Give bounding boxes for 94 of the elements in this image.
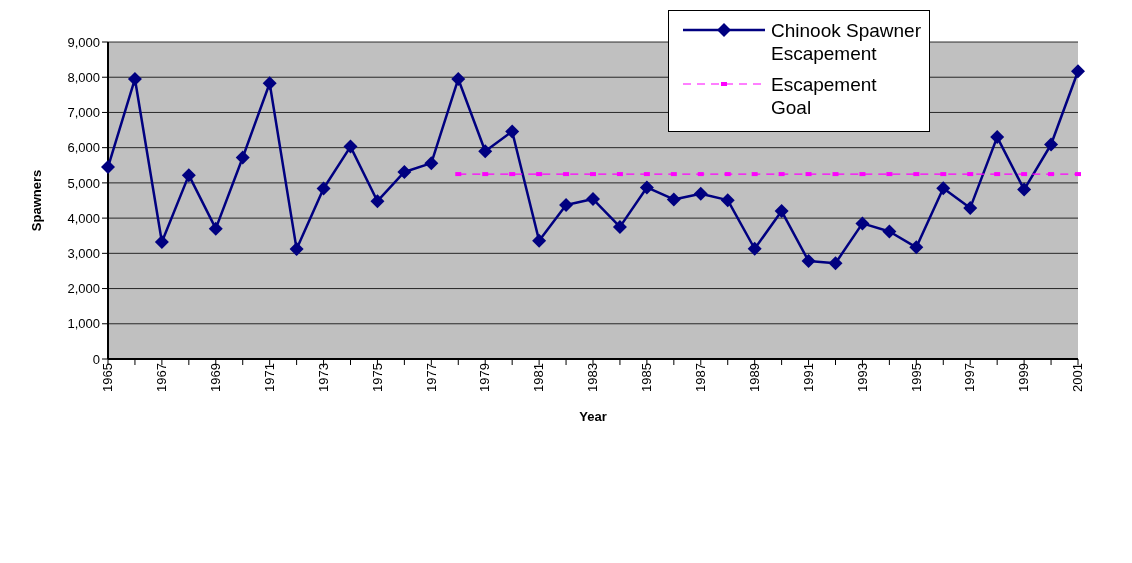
point [994,172,1001,177]
y-tick-label: 5,000 [67,175,100,191]
point [559,198,574,213]
point [913,172,920,177]
point [370,194,385,209]
x-tick-label: 1989 [746,363,762,392]
point [451,71,466,86]
point [940,172,947,177]
point [774,204,789,219]
x-tick-label: 1993 [854,363,870,392]
point [590,172,596,177]
point [963,200,978,215]
point [536,172,543,177]
point [1044,137,1059,152]
x-tick-label: 1965 [100,363,116,392]
point [154,235,169,250]
point [586,192,600,207]
point [505,124,520,139]
y-tick-label: 3,000 [67,245,100,261]
point [397,164,412,179]
point [639,180,654,195]
point [616,172,623,177]
point [670,172,677,177]
point [289,242,304,257]
point [1017,182,1032,197]
point [101,160,115,175]
x-tick-label: 1987 [693,363,709,392]
x-tick-label: 1985 [639,363,655,392]
point [612,219,627,234]
point [482,172,489,177]
point [967,172,974,177]
y-axis-title: Spawners [28,169,44,232]
point [424,156,439,171]
point [693,186,708,201]
point [181,168,196,183]
y-tick-label: 8,000 [67,69,100,85]
point [747,241,762,256]
y-tick-label: 4,000 [67,210,100,226]
y-tick-label: 7,000 [67,105,100,121]
x-tick-label: 1969 [208,363,224,392]
x-tick-label: 1979 [477,363,493,392]
point [828,256,843,271]
x-tick-label: 1977 [423,363,439,392]
point [316,181,331,196]
point [990,130,1005,145]
point [936,181,951,196]
point [343,139,358,154]
y-tick-label: 9,000 [67,34,100,50]
y-tick-label: 1,000 [67,316,100,332]
x-axis-title: Year [579,409,607,424]
point [697,172,704,177]
x-tick-label: 1975 [369,363,385,392]
point [127,71,142,86]
x-tick-label: 1981 [531,363,547,392]
point [208,221,223,236]
point [563,172,570,177]
point [882,224,897,239]
y-tick-label: 6,000 [67,140,100,156]
point [1048,172,1055,177]
x-tick-label: 1999 [1016,363,1032,392]
x-tick-label: 1995 [908,363,924,392]
point [262,76,277,91]
point [724,172,731,177]
point [666,192,681,207]
x-tick-label: 1983 [585,363,601,392]
y-tick-label: 2,000 [67,281,100,297]
y-tick-label: 0 [92,351,100,367]
x-tick-label: 1971 [261,363,277,392]
x-tick-label: 1991 [800,363,816,392]
legend-label: Escapement Goal [771,73,878,119]
point [720,193,735,208]
point [886,172,893,177]
point [1071,64,1085,79]
point [801,254,816,269]
point [909,240,924,255]
point [778,172,785,177]
point [478,144,493,159]
point [1075,172,1081,177]
point [859,172,866,177]
x-tick-label: 1997 [962,363,978,392]
point [643,172,650,177]
x-tick-label: 1967 [154,363,170,392]
x-tick-label: 2001 [1070,363,1086,392]
point [509,172,516,177]
legend-label: Chinook Spawner Escapement [771,19,921,65]
point [805,172,812,177]
point [455,172,462,177]
point [532,233,547,248]
point [855,216,870,231]
x-tick-label: 1973 [315,363,331,392]
point [1021,172,1028,177]
point [235,150,250,165]
point [832,172,839,177]
point [751,172,758,177]
